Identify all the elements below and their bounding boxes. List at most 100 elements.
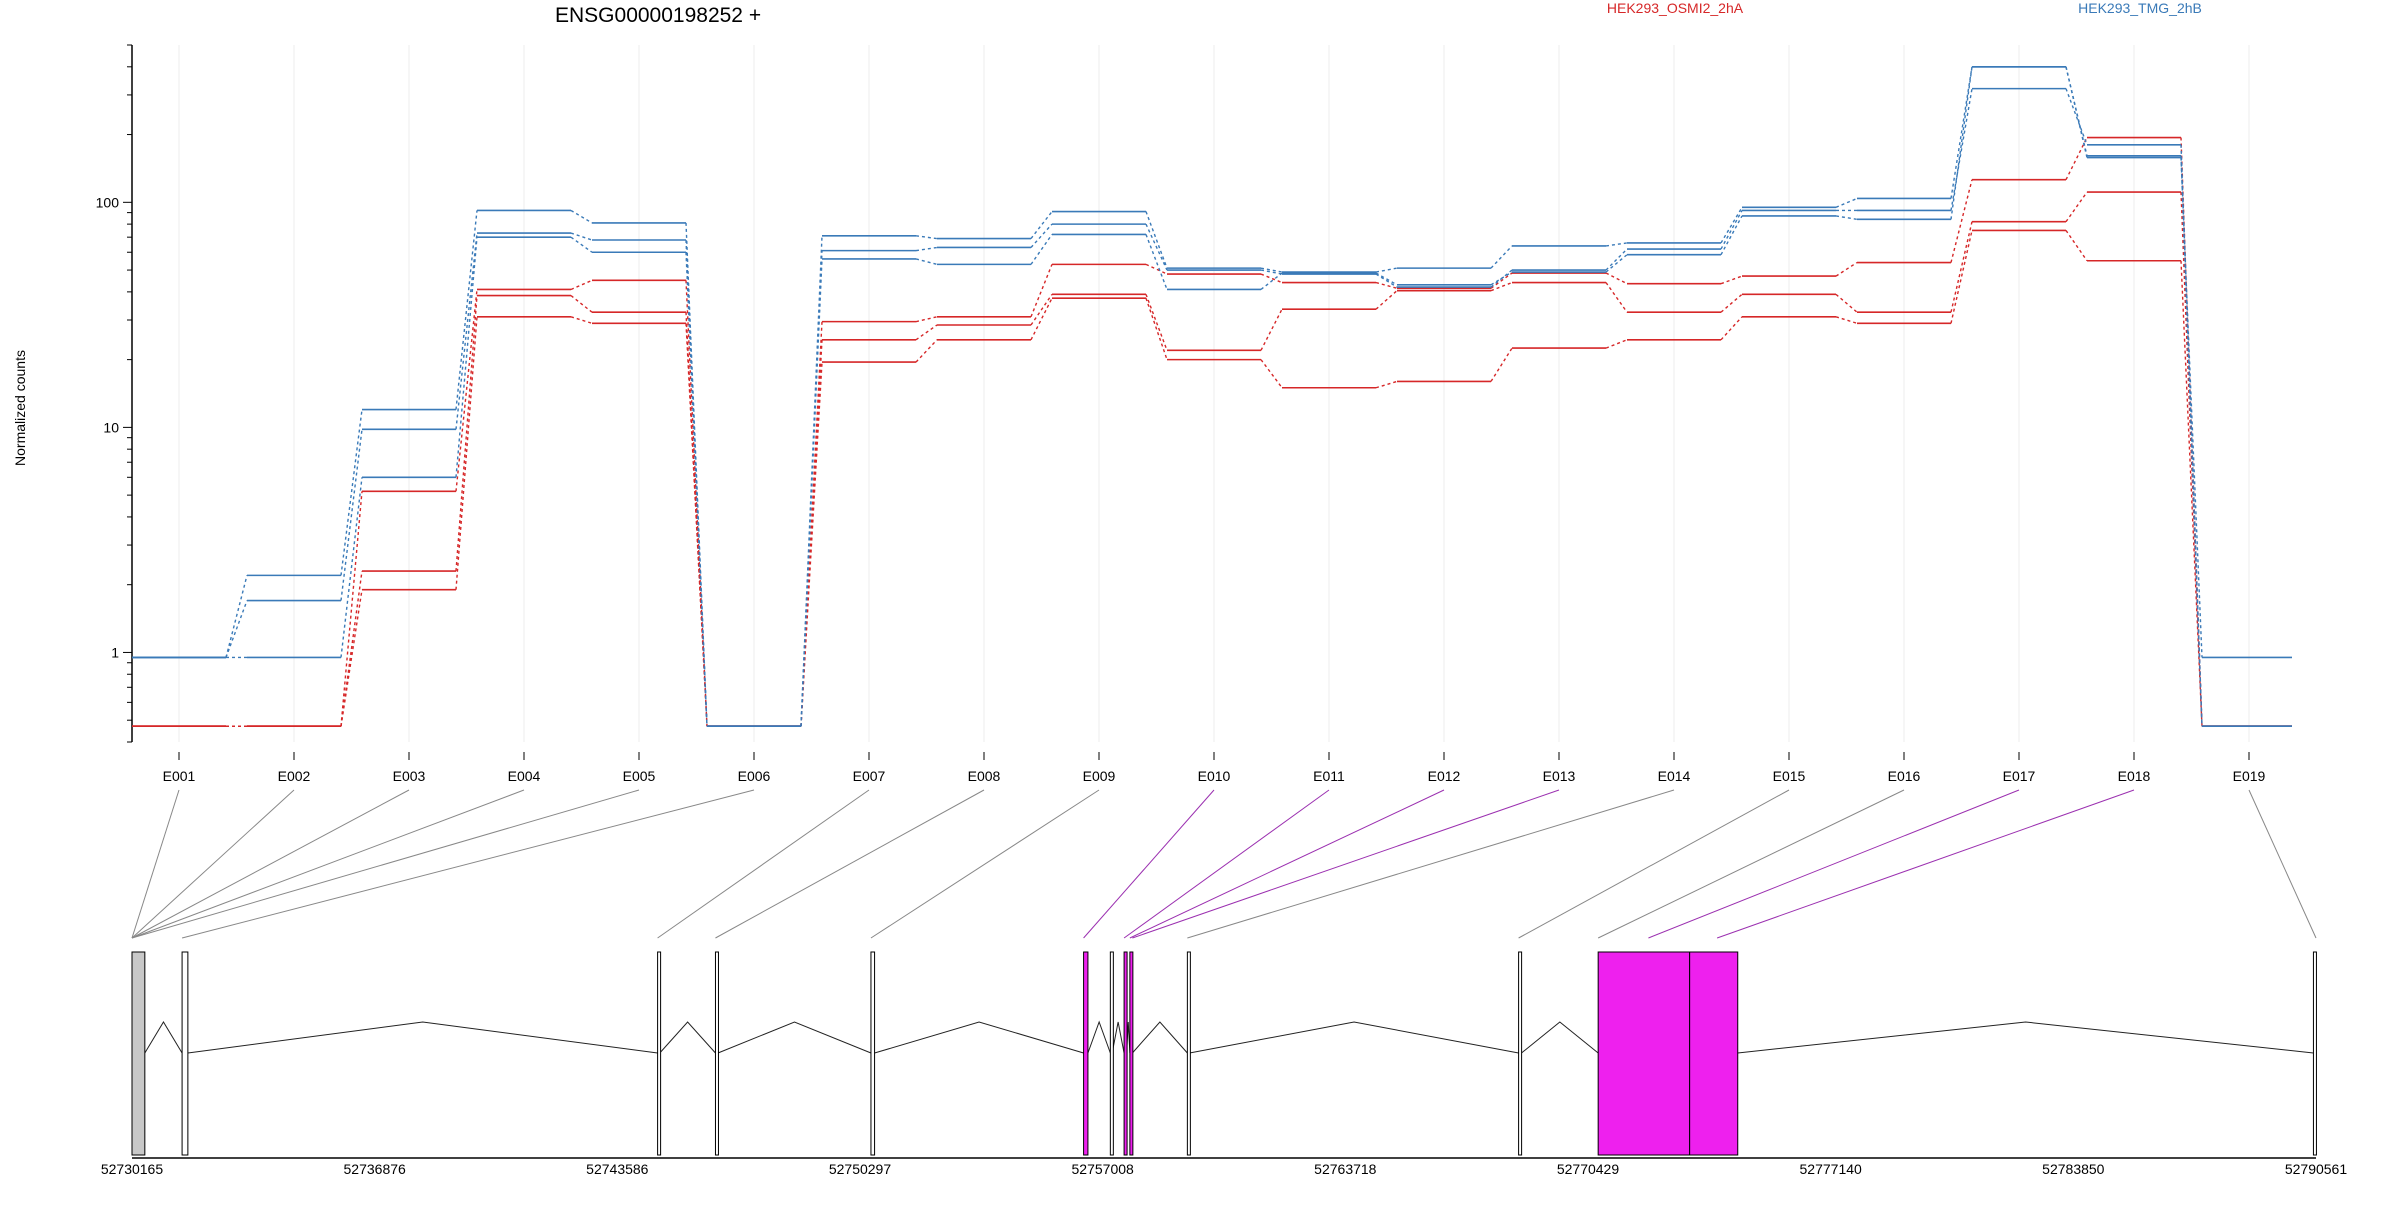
x-tick-label: E003 [393, 768, 426, 784]
y-tick-label: 10 [103, 419, 119, 435]
series-connector [685, 280, 708, 727]
legend-entry-osmi2: HEK293_OSMI2_2hA [1607, 0, 1744, 16]
coord-tick-label: 52777140 [1800, 1161, 1863, 1177]
series-connector [1145, 263, 1168, 275]
series-connector [1950, 66, 1973, 220]
x-tick-label: E013 [1543, 768, 1576, 784]
x-tick-label: E017 [2003, 768, 2036, 784]
series-connector [1950, 88, 1973, 211]
series-connector [1490, 269, 1513, 288]
coord-tick-label: 52736876 [344, 1161, 407, 1177]
series-connector [915, 339, 938, 363]
series-connector [1950, 179, 1973, 263]
series-connector [685, 222, 708, 727]
series-connector [1950, 66, 1973, 199]
intron-line [1132, 1021, 1188, 1054]
series-connector [340, 589, 363, 727]
coord-tick-label: 52750297 [829, 1161, 892, 1177]
bin-link [2248, 789, 2317, 939]
series-connector [1030, 297, 1053, 341]
coord-tick-label: 52770429 [1557, 1161, 1620, 1177]
x-tick-label: E008 [968, 768, 1001, 784]
bin-link [131, 789, 410, 939]
exon-box [1186, 951, 1191, 1156]
series-connector [1490, 347, 1513, 382]
intron-line [187, 1021, 658, 1054]
series-connector [1835, 215, 1858, 221]
series-connector [1375, 273, 1398, 288]
series-connector [340, 491, 363, 727]
bin-link [131, 789, 180, 939]
series-2 [132, 191, 2292, 728]
intron-line [874, 1021, 1084, 1054]
x-tick-label: E002 [278, 768, 311, 784]
series-connector [1950, 221, 1973, 313]
bin-link [131, 789, 640, 939]
exon-box [1597, 951, 1691, 1156]
exon-box [1123, 951, 1128, 1156]
series-connector [915, 258, 938, 266]
series-connector [1030, 293, 1053, 326]
series-connector [1375, 290, 1398, 310]
series-connector [340, 409, 363, 576]
y-axis-label: Normalized counts [12, 350, 28, 466]
series-connector [1605, 254, 1628, 273]
series-connector [340, 477, 363, 658]
series-connector [1030, 211, 1053, 240]
x-tick-label: E001 [163, 768, 196, 784]
series-connector [1490, 272, 1513, 289]
series-connector [1260, 267, 1283, 273]
series-connector [1835, 197, 1858, 208]
series-connector [915, 246, 938, 252]
series-connector [2065, 66, 2088, 158]
series-connector [2065, 230, 2088, 262]
series-connector [570, 316, 593, 324]
series-connector [455, 237, 478, 478]
series-connector [1605, 339, 1628, 349]
coord-tick-label: 52757008 [1072, 1161, 1135, 1177]
series-connector [1145, 297, 1168, 360]
bin-link [1123, 789, 1330, 939]
series-connector [1720, 215, 1743, 256]
series-connector [455, 232, 478, 430]
exon-box [870, 951, 876, 1156]
bin-link [1716, 789, 2135, 939]
series-connector [340, 429, 363, 601]
series-connector [2065, 191, 2088, 223]
exon-box [1109, 951, 1114, 1156]
series-connector [1605, 242, 1628, 247]
intron-line [144, 1021, 183, 1054]
bin-link [1129, 789, 1445, 939]
x-tick-label: E007 [853, 768, 886, 784]
series-connector [1260, 272, 1283, 291]
series-connector [570, 209, 593, 224]
series-connector [225, 600, 248, 658]
exon-box [1689, 951, 1739, 1156]
series-connector [1030, 234, 1053, 265]
bin-link [1648, 789, 2020, 939]
series-connector [570, 232, 593, 241]
plot-area: 1 10 100 E001 E002 E003 E004 E005 E006 E007 E008 E0… [96, 44, 2347, 1177]
series-connector [1375, 272, 1398, 286]
x-tick-label: E015 [1773, 768, 1806, 784]
intron-line [717, 1021, 872, 1054]
series-connector [1835, 316, 1858, 324]
exon-box [657, 951, 662, 1156]
x-tick-label: E011 [1313, 768, 1345, 784]
series-connector [1375, 380, 1398, 389]
series-connector [1145, 234, 1168, 290]
bin-link [1132, 789, 1560, 939]
legend-entry-tmg: HEK293_TMG_2hB [2078, 0, 2202, 16]
series-connector [1950, 230, 1973, 324]
y-tick-label: 1 [111, 644, 119, 660]
series-connector [1835, 261, 1858, 277]
exon-box [1083, 951, 1089, 1156]
x-tick-label: E005 [623, 768, 656, 784]
bin-link [1518, 789, 1790, 939]
series-connector [1260, 359, 1283, 389]
bin-link [131, 789, 525, 939]
coord-tick-label: 52743586 [586, 1161, 649, 1177]
bin-link [657, 789, 870, 939]
exon-box [714, 951, 719, 1156]
